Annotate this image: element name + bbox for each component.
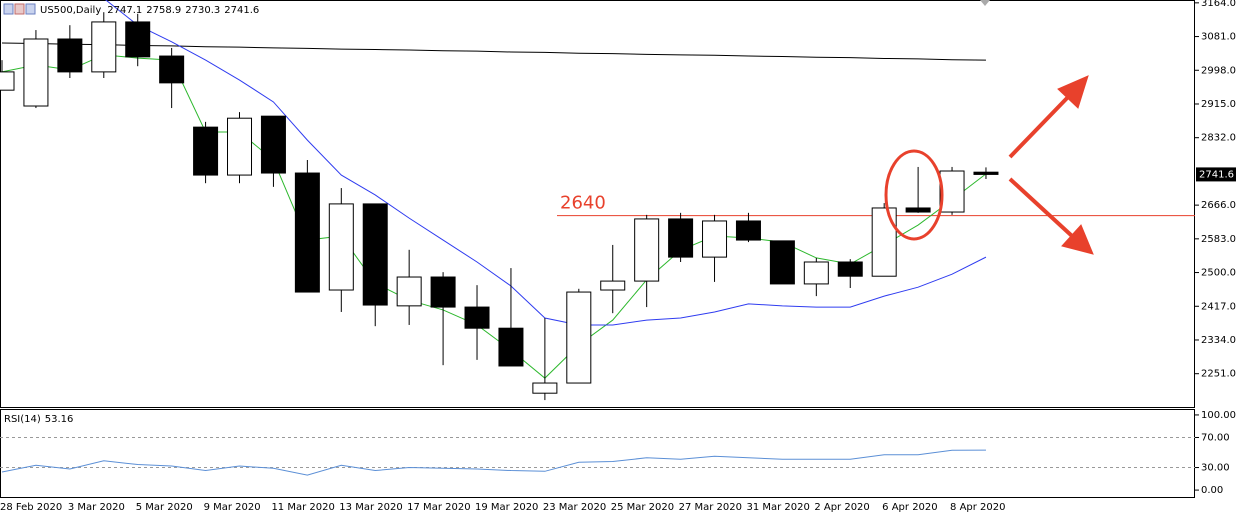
candle-body (159, 55, 185, 84)
price-panel (0, 0, 1195, 401)
y-tick-label: 3081.0 (1201, 32, 1236, 43)
rsi-panel (0, 436, 1195, 476)
rsi-frame (0, 409, 1195, 498)
candle-body (23, 38, 49, 107)
candle-body (532, 382, 558, 394)
low: 2730.3 (185, 5, 220, 16)
x-tick-label: 3 Mar 2020 (68, 502, 125, 513)
rsi-header: RSI(14) 53.16 (4, 414, 73, 425)
candle-body (939, 170, 965, 213)
moving-average (1, 42, 986, 61)
candle-body (227, 117, 253, 176)
y-tick-label: 3164.0 (1201, 0, 1236, 9)
y-tick-label: 2998.0 (1201, 65, 1236, 76)
candle-body (430, 276, 456, 308)
y-tick-label: 0.00 (1201, 485, 1223, 496)
x-tick-label: 6 Apr 2020 (882, 502, 937, 513)
candle-body (668, 218, 694, 258)
rsi-value: 53.16 (45, 414, 74, 425)
close: 2741.6 (224, 5, 259, 16)
y-tick-label: 100.00 (1201, 410, 1236, 421)
candle-body (803, 261, 829, 285)
candle-body (125, 21, 151, 58)
x-tick-label: 31 Mar 2020 (746, 502, 809, 513)
candle-body (0, 71, 15, 91)
candle-body (566, 291, 592, 384)
main-frame (0, 0, 1195, 408)
arrow-down (1008, 177, 1074, 238)
x-tick-label: 2 Apr 2020 (814, 502, 869, 513)
y-tick-label: 2915.0 (1201, 99, 1236, 110)
symbol-icon (14, 3, 25, 15)
candle-body (328, 203, 354, 291)
candle-body (837, 261, 863, 277)
symbol-icon (3, 3, 14, 15)
rsi-title: RSI(14) (4, 414, 41, 425)
y-tick-label: 2583.0 (1201, 234, 1236, 245)
candle-body (57, 38, 83, 73)
candle-body (260, 115, 286, 174)
level-label: 2640 (560, 193, 606, 214)
y-tick-label: 2334.0 (1201, 335, 1236, 346)
x-tick-label: 28 Feb 2020 (0, 502, 62, 513)
y-tick-label: 2417.0 (1201, 301, 1236, 312)
candle-body (498, 327, 524, 367)
x-tick-label: 19 Mar 2020 (475, 502, 538, 513)
x-tick-label: 23 Mar 2020 (543, 502, 606, 513)
y-tick-label: 70.00 (1201, 432, 1230, 443)
y-tick-label: 2666.0 (1201, 200, 1236, 211)
price-header: US500,Daily 2747.1 2758.9 2730.3 2741.6 (40, 5, 259, 16)
rsi-line (1, 449, 986, 476)
price-box (1196, 167, 1236, 182)
shift-marker (980, 0, 990, 6)
candle-body (294, 172, 320, 293)
open: 2747.1 (107, 5, 142, 16)
y-tick-label: 2832.0 (1201, 133, 1236, 144)
symbol: US500,Daily (40, 5, 101, 16)
x-tick-label: 27 Mar 2020 (679, 502, 742, 513)
candle-body (193, 126, 219, 176)
arrow-head (1061, 224, 1094, 255)
x-tick-label: 13 Mar 2020 (339, 502, 402, 513)
candle-body (362, 203, 388, 306)
candle-body (769, 240, 795, 285)
candle-body (634, 218, 660, 282)
x-tick-label: 8 Apr 2020 (950, 502, 1005, 513)
y-tick-label: 30.00 (1201, 463, 1230, 474)
arrow-up (1008, 93, 1072, 159)
high: 2758.9 (146, 5, 181, 16)
candle-body (91, 21, 117, 73)
moving-average (1, 54, 987, 379)
y-tick-label: 2500.0 (1201, 268, 1236, 279)
candle-body (905, 207, 931, 213)
candle-body (735, 220, 761, 241)
arrow-head (1057, 75, 1089, 109)
candle-body (973, 171, 999, 175)
price-label: 2741.6 (1199, 169, 1234, 180)
x-tick-label: 11 Mar 2020 (271, 502, 334, 513)
candle-body (702, 220, 728, 258)
arrows (1008, 75, 1094, 255)
symbol-icon (25, 3, 36, 15)
candle-body (871, 207, 897, 277)
candle-body (600, 280, 626, 291)
highlight-circle (884, 149, 944, 241)
x-tick-label: 25 Mar 2020 (611, 502, 674, 513)
candle-body (464, 306, 490, 329)
candle-body (396, 276, 422, 307)
x-tick-label: 17 Mar 2020 (407, 502, 470, 513)
y-tick-label: 2251.0 (1201, 369, 1236, 380)
x-tick-label: 9 Mar 2020 (204, 502, 261, 513)
x-tick-label: 5 Mar 2020 (136, 502, 193, 513)
